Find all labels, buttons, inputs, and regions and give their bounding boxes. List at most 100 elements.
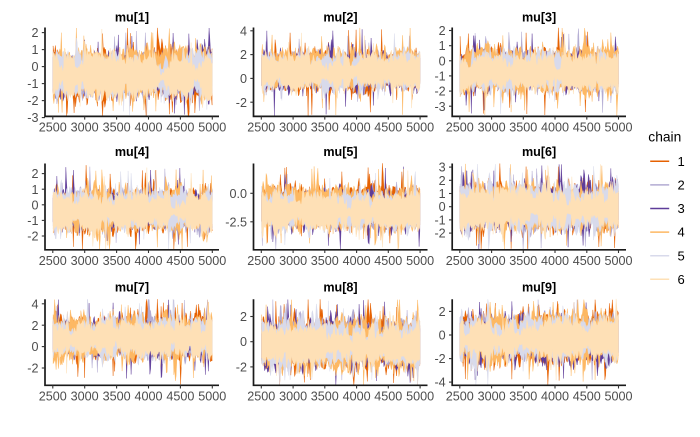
- svg-text:2: 2: [439, 305, 446, 319]
- svg-text:mu[5]: mu[5]: [323, 145, 357, 159]
- svg-text:0: 0: [31, 198, 38, 212]
- svg-text:chain: chain: [648, 129, 681, 144]
- svg-text:2: 2: [240, 310, 247, 324]
- svg-text:3500: 3500: [103, 121, 131, 135]
- svg-text:3500: 3500: [509, 389, 537, 403]
- svg-text:-1: -1: [27, 214, 38, 228]
- svg-text:2: 2: [678, 178, 685, 193]
- svg-text:4500: 4500: [166, 389, 194, 403]
- svg-text:4500: 4500: [166, 121, 194, 135]
- svg-text:-1: -1: [434, 213, 445, 227]
- svg-text:4500: 4500: [374, 121, 402, 135]
- svg-text:3500: 3500: [103, 254, 131, 268]
- svg-text:3000: 3000: [478, 254, 506, 268]
- svg-text:2500: 2500: [247, 389, 275, 403]
- svg-text:3000: 3000: [279, 121, 307, 135]
- svg-text:2: 2: [240, 48, 247, 62]
- svg-text:-2: -2: [434, 85, 445, 99]
- svg-text:5000: 5000: [604, 254, 632, 268]
- svg-text:4000: 4000: [541, 121, 569, 135]
- svg-text:5000: 5000: [198, 254, 226, 268]
- svg-text:0: 0: [31, 340, 38, 354]
- svg-text:4500: 4500: [573, 121, 601, 135]
- svg-text:5000: 5000: [406, 389, 434, 403]
- svg-text:2: 2: [439, 174, 446, 188]
- svg-text:4500: 4500: [573, 389, 601, 403]
- svg-text:5000: 5000: [406, 121, 434, 135]
- svg-text:3: 3: [439, 161, 446, 175]
- svg-text:-4: -4: [434, 376, 445, 390]
- svg-text:-2: -2: [27, 94, 38, 108]
- svg-text:2: 2: [31, 26, 38, 40]
- svg-text:4000: 4000: [343, 254, 371, 268]
- svg-text:mu[1]: mu[1]: [115, 10, 149, 24]
- svg-text:1: 1: [439, 187, 446, 201]
- svg-text:5: 5: [678, 248, 685, 263]
- svg-text:3500: 3500: [509, 254, 537, 268]
- svg-text:5000: 5000: [604, 121, 632, 135]
- svg-text:4500: 4500: [166, 254, 194, 268]
- svg-text:3000: 3000: [279, 254, 307, 268]
- svg-text:mu[2]: mu[2]: [323, 10, 357, 24]
- svg-text:6: 6: [678, 272, 685, 287]
- svg-text:4000: 4000: [343, 121, 371, 135]
- svg-text:2500: 2500: [39, 121, 67, 135]
- svg-text:5000: 5000: [604, 389, 632, 403]
- svg-text:2500: 2500: [39, 254, 67, 268]
- svg-text:2500: 2500: [446, 121, 474, 135]
- svg-text:-2: -2: [236, 360, 247, 374]
- svg-text:0: 0: [31, 60, 38, 74]
- svg-text:-1: -1: [434, 70, 445, 84]
- svg-text:4: 4: [31, 297, 38, 311]
- svg-text:3000: 3000: [71, 389, 99, 403]
- svg-text:mu[9]: mu[9]: [522, 280, 556, 294]
- svg-text:4500: 4500: [573, 254, 601, 268]
- svg-text:5000: 5000: [198, 389, 226, 403]
- svg-text:4000: 4000: [134, 121, 162, 135]
- svg-text:2500: 2500: [39, 389, 67, 403]
- svg-text:3: 3: [678, 201, 685, 216]
- svg-text:0: 0: [439, 200, 446, 214]
- svg-text:-2: -2: [236, 96, 247, 110]
- svg-text:0: 0: [240, 335, 247, 349]
- svg-text:2500: 2500: [247, 254, 275, 268]
- svg-text:-2: -2: [27, 362, 38, 376]
- svg-text:1: 1: [678, 154, 685, 169]
- svg-text:2: 2: [31, 167, 38, 181]
- svg-text:3500: 3500: [311, 389, 339, 403]
- svg-text:2500: 2500: [446, 389, 474, 403]
- svg-text:3500: 3500: [311, 121, 339, 135]
- svg-text:5000: 5000: [198, 121, 226, 135]
- svg-text:4: 4: [678, 225, 685, 240]
- svg-text:4: 4: [240, 24, 247, 38]
- svg-text:0: 0: [240, 72, 247, 86]
- svg-text:mu[6]: mu[6]: [522, 145, 556, 159]
- svg-text:1: 1: [31, 183, 38, 197]
- svg-text:mu[8]: mu[8]: [323, 280, 357, 294]
- svg-text:4000: 4000: [134, 254, 162, 268]
- svg-text:-3: -3: [434, 100, 445, 114]
- svg-text:5000: 5000: [406, 254, 434, 268]
- svg-text:2: 2: [31, 319, 38, 333]
- svg-text:3000: 3000: [71, 254, 99, 268]
- svg-text:3500: 3500: [509, 121, 537, 135]
- svg-text:3000: 3000: [279, 389, 307, 403]
- svg-text:4000: 4000: [134, 389, 162, 403]
- svg-text:2: 2: [439, 24, 446, 38]
- svg-text:-2.5: -2.5: [225, 215, 247, 229]
- svg-text:1: 1: [439, 39, 446, 53]
- svg-text:3000: 3000: [478, 121, 506, 135]
- svg-text:-3: -3: [27, 111, 38, 125]
- svg-text:3500: 3500: [103, 389, 131, 403]
- svg-text:3000: 3000: [478, 389, 506, 403]
- svg-text:4500: 4500: [374, 389, 402, 403]
- svg-text:-2: -2: [27, 230, 38, 244]
- svg-text:-2: -2: [434, 227, 445, 241]
- svg-text:-2: -2: [434, 352, 445, 366]
- svg-text:1: 1: [31, 43, 38, 57]
- svg-text:mu[7]: mu[7]: [115, 280, 149, 294]
- svg-text:4000: 4000: [541, 389, 569, 403]
- svg-text:3500: 3500: [311, 254, 339, 268]
- svg-text:2500: 2500: [247, 121, 275, 135]
- svg-text:mu[3]: mu[3]: [522, 10, 556, 24]
